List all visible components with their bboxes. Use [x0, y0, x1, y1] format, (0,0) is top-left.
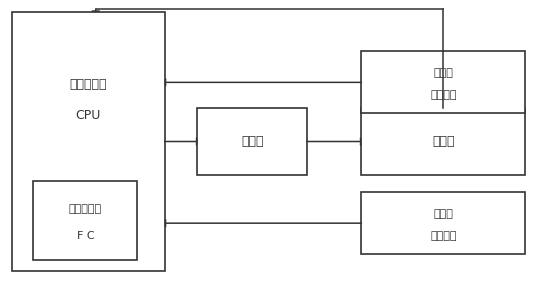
Bar — [197, 108, 307, 175]
Bar — [33, 181, 138, 260]
Bar — [12, 12, 165, 271]
Text: 限位开关: 限位开关 — [430, 231, 456, 241]
Text: 中央处理器: 中央处理器 — [70, 78, 107, 91]
Bar — [362, 108, 526, 175]
Text: 编码器: 编码器 — [432, 135, 455, 148]
Bar — [362, 192, 526, 254]
Text: 限位开关: 限位开关 — [430, 90, 456, 100]
Text: 功能控制块: 功能控制块 — [69, 203, 102, 213]
Text: 准备站: 准备站 — [433, 209, 453, 219]
Text: F C: F C — [77, 231, 94, 241]
Text: 上卷车: 上卷车 — [241, 135, 264, 148]
Text: 步进梁: 步进梁 — [433, 68, 453, 78]
Bar — [362, 52, 526, 113]
Text: CPU: CPU — [76, 109, 101, 122]
